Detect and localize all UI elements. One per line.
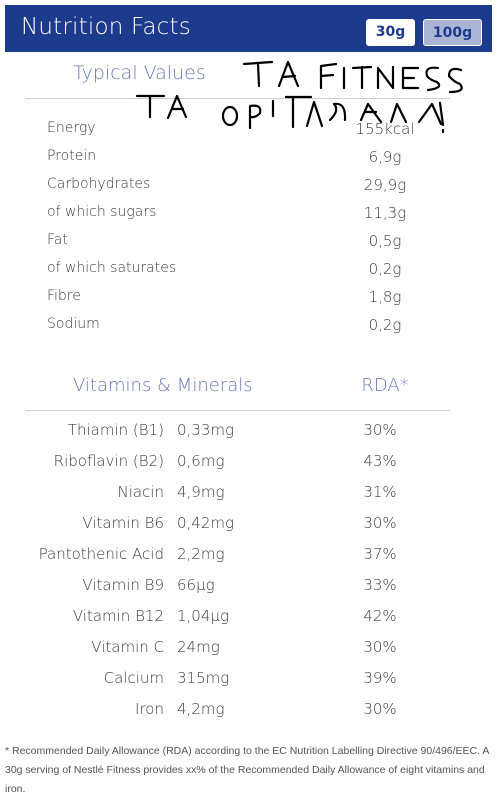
- vitamin-rda: 33%: [363, 576, 397, 594]
- rda-column-header: RDA*: [361, 375, 409, 396]
- vitamin-row-pantothenic: Pantothenic Acid 2,2mg 37%: [0, 545, 500, 569]
- vitamin-row-b9: Vitamin B9 66µg 33%: [0, 576, 500, 600]
- vitamin-row-iron: Iron 4,2mg 30%: [0, 700, 500, 724]
- nutrient-value: 155kcal: [355, 120, 415, 138]
- nutrient-label: Sodium: [47, 316, 100, 332]
- nutrient-row-energy: Energy 155kcal: [0, 120, 500, 142]
- vitamin-amount: 0,42mg: [177, 514, 235, 532]
- nutrient-value: 0,2g: [368, 316, 402, 334]
- nutrient-value: 6,9g: [368, 148, 402, 166]
- nutrient-value: 0,5g: [368, 232, 402, 250]
- vitamin-rda: 30%: [363, 700, 397, 718]
- vitamin-amount: 1,04µg: [177, 607, 229, 625]
- rda-footnote: * Recommended Daily Allowance (RDA) acco…: [5, 745, 489, 795]
- nutrient-label: Fibre: [47, 288, 81, 304]
- vitamin-name: Thiamin (B1): [67, 421, 164, 439]
- nutrient-row-sugars: of which sugars 11,3g: [0, 204, 500, 226]
- vitamin-rda: 30%: [363, 421, 397, 439]
- vitamin-name: Niacin: [117, 483, 164, 501]
- serving-100g-button[interactable]: 100g: [423, 19, 482, 46]
- vitamin-row-calcium: Calcium 315mg 39%: [0, 669, 500, 693]
- vitamin-name: Vitamin B6: [82, 514, 164, 532]
- vitamin-row-vitamin-c: Vitamin C 24mg 30%: [0, 638, 500, 662]
- vitamin-rda: 42%: [363, 607, 397, 625]
- vitamin-name: Pantothenic Acid: [38, 545, 164, 563]
- vitamin-row-niacin: Niacin 4,9mg 31%: [0, 483, 500, 507]
- vitamin-amount: 24mg: [177, 638, 220, 656]
- nutrient-label: Carbohydrates: [47, 176, 151, 192]
- nutrient-row-fat: Fat 0,5g: [0, 232, 500, 254]
- section-divider: [25, 410, 450, 411]
- nutrient-label: Energy: [47, 120, 96, 136]
- nutrient-label: Protein: [47, 148, 97, 164]
- vitamin-rda: 37%: [363, 545, 397, 563]
- vitamin-name: Vitamin C: [91, 638, 164, 656]
- nutrient-row-sodium: Sodium 0,2g: [0, 316, 500, 338]
- vitamin-row-b6: Vitamin B6 0,42mg 30%: [0, 514, 500, 538]
- vitamin-name: Vitamin B12: [72, 607, 164, 625]
- typical-values-heading: Typical Values: [73, 62, 206, 84]
- vitamin-amount: 0,6mg: [177, 452, 225, 470]
- nutrient-row-protein: Protein 6,9g: [0, 148, 500, 170]
- vitamin-name: Iron: [135, 700, 164, 718]
- vitamin-amount: 66µg: [177, 576, 215, 594]
- vitamins-minerals-heading: Vitamins & Minerals: [73, 375, 253, 396]
- nutrient-row-carbohydrates: Carbohydrates 29,9g: [0, 176, 500, 198]
- vitamin-row-riboflavin: Riboflavin (B2) 0,6mg 43%: [0, 452, 500, 476]
- vitamin-amount: 0,33mg: [177, 421, 235, 439]
- vitamin-row-b12: Vitamin B12 1,04µg 42%: [0, 607, 500, 631]
- vitamin-rda: 43%: [363, 452, 397, 470]
- vitamin-name: Vitamin B9: [82, 576, 164, 594]
- vitamin-name: Riboflavin (B2): [53, 452, 164, 470]
- page-title: Nutrition Facts: [21, 14, 191, 40]
- nutrient-value: 29,9g: [363, 176, 407, 194]
- nutrient-row-fibre: Fibre 1,8g: [0, 288, 500, 310]
- nutrient-value: 1,8g: [368, 288, 402, 306]
- section-divider: [25, 98, 450, 99]
- vitamin-amount: 2,2mg: [177, 545, 225, 563]
- nutrient-value: 0,2g: [368, 260, 402, 278]
- nutrient-label: of which sugars: [47, 204, 157, 220]
- vitamin-amount: 315mg: [177, 669, 230, 687]
- nutrient-label: Fat: [47, 232, 68, 248]
- vitamin-rda: 30%: [363, 514, 397, 532]
- serving-30g-button[interactable]: 30g: [366, 19, 415, 46]
- vitamin-rda: 30%: [363, 638, 397, 656]
- vitamin-rda: 39%: [363, 669, 397, 687]
- nutrient-label: of which saturates: [47, 260, 177, 276]
- nutrition-header: Nutrition Facts 30g 100g: [5, 5, 492, 52]
- vitamin-row-thiamin: Thiamin (B1) 0,33mg 30%: [0, 421, 500, 445]
- nutrient-row-saturates: of which saturates 0,2g: [0, 260, 500, 282]
- vitamin-rda: 31%: [363, 483, 397, 501]
- vitamin-name: Calcium: [103, 669, 164, 687]
- vitamin-amount: 4,2mg: [177, 700, 225, 718]
- nutrient-value: 11,3g: [363, 204, 407, 222]
- vitamin-amount: 4,9mg: [177, 483, 225, 501]
